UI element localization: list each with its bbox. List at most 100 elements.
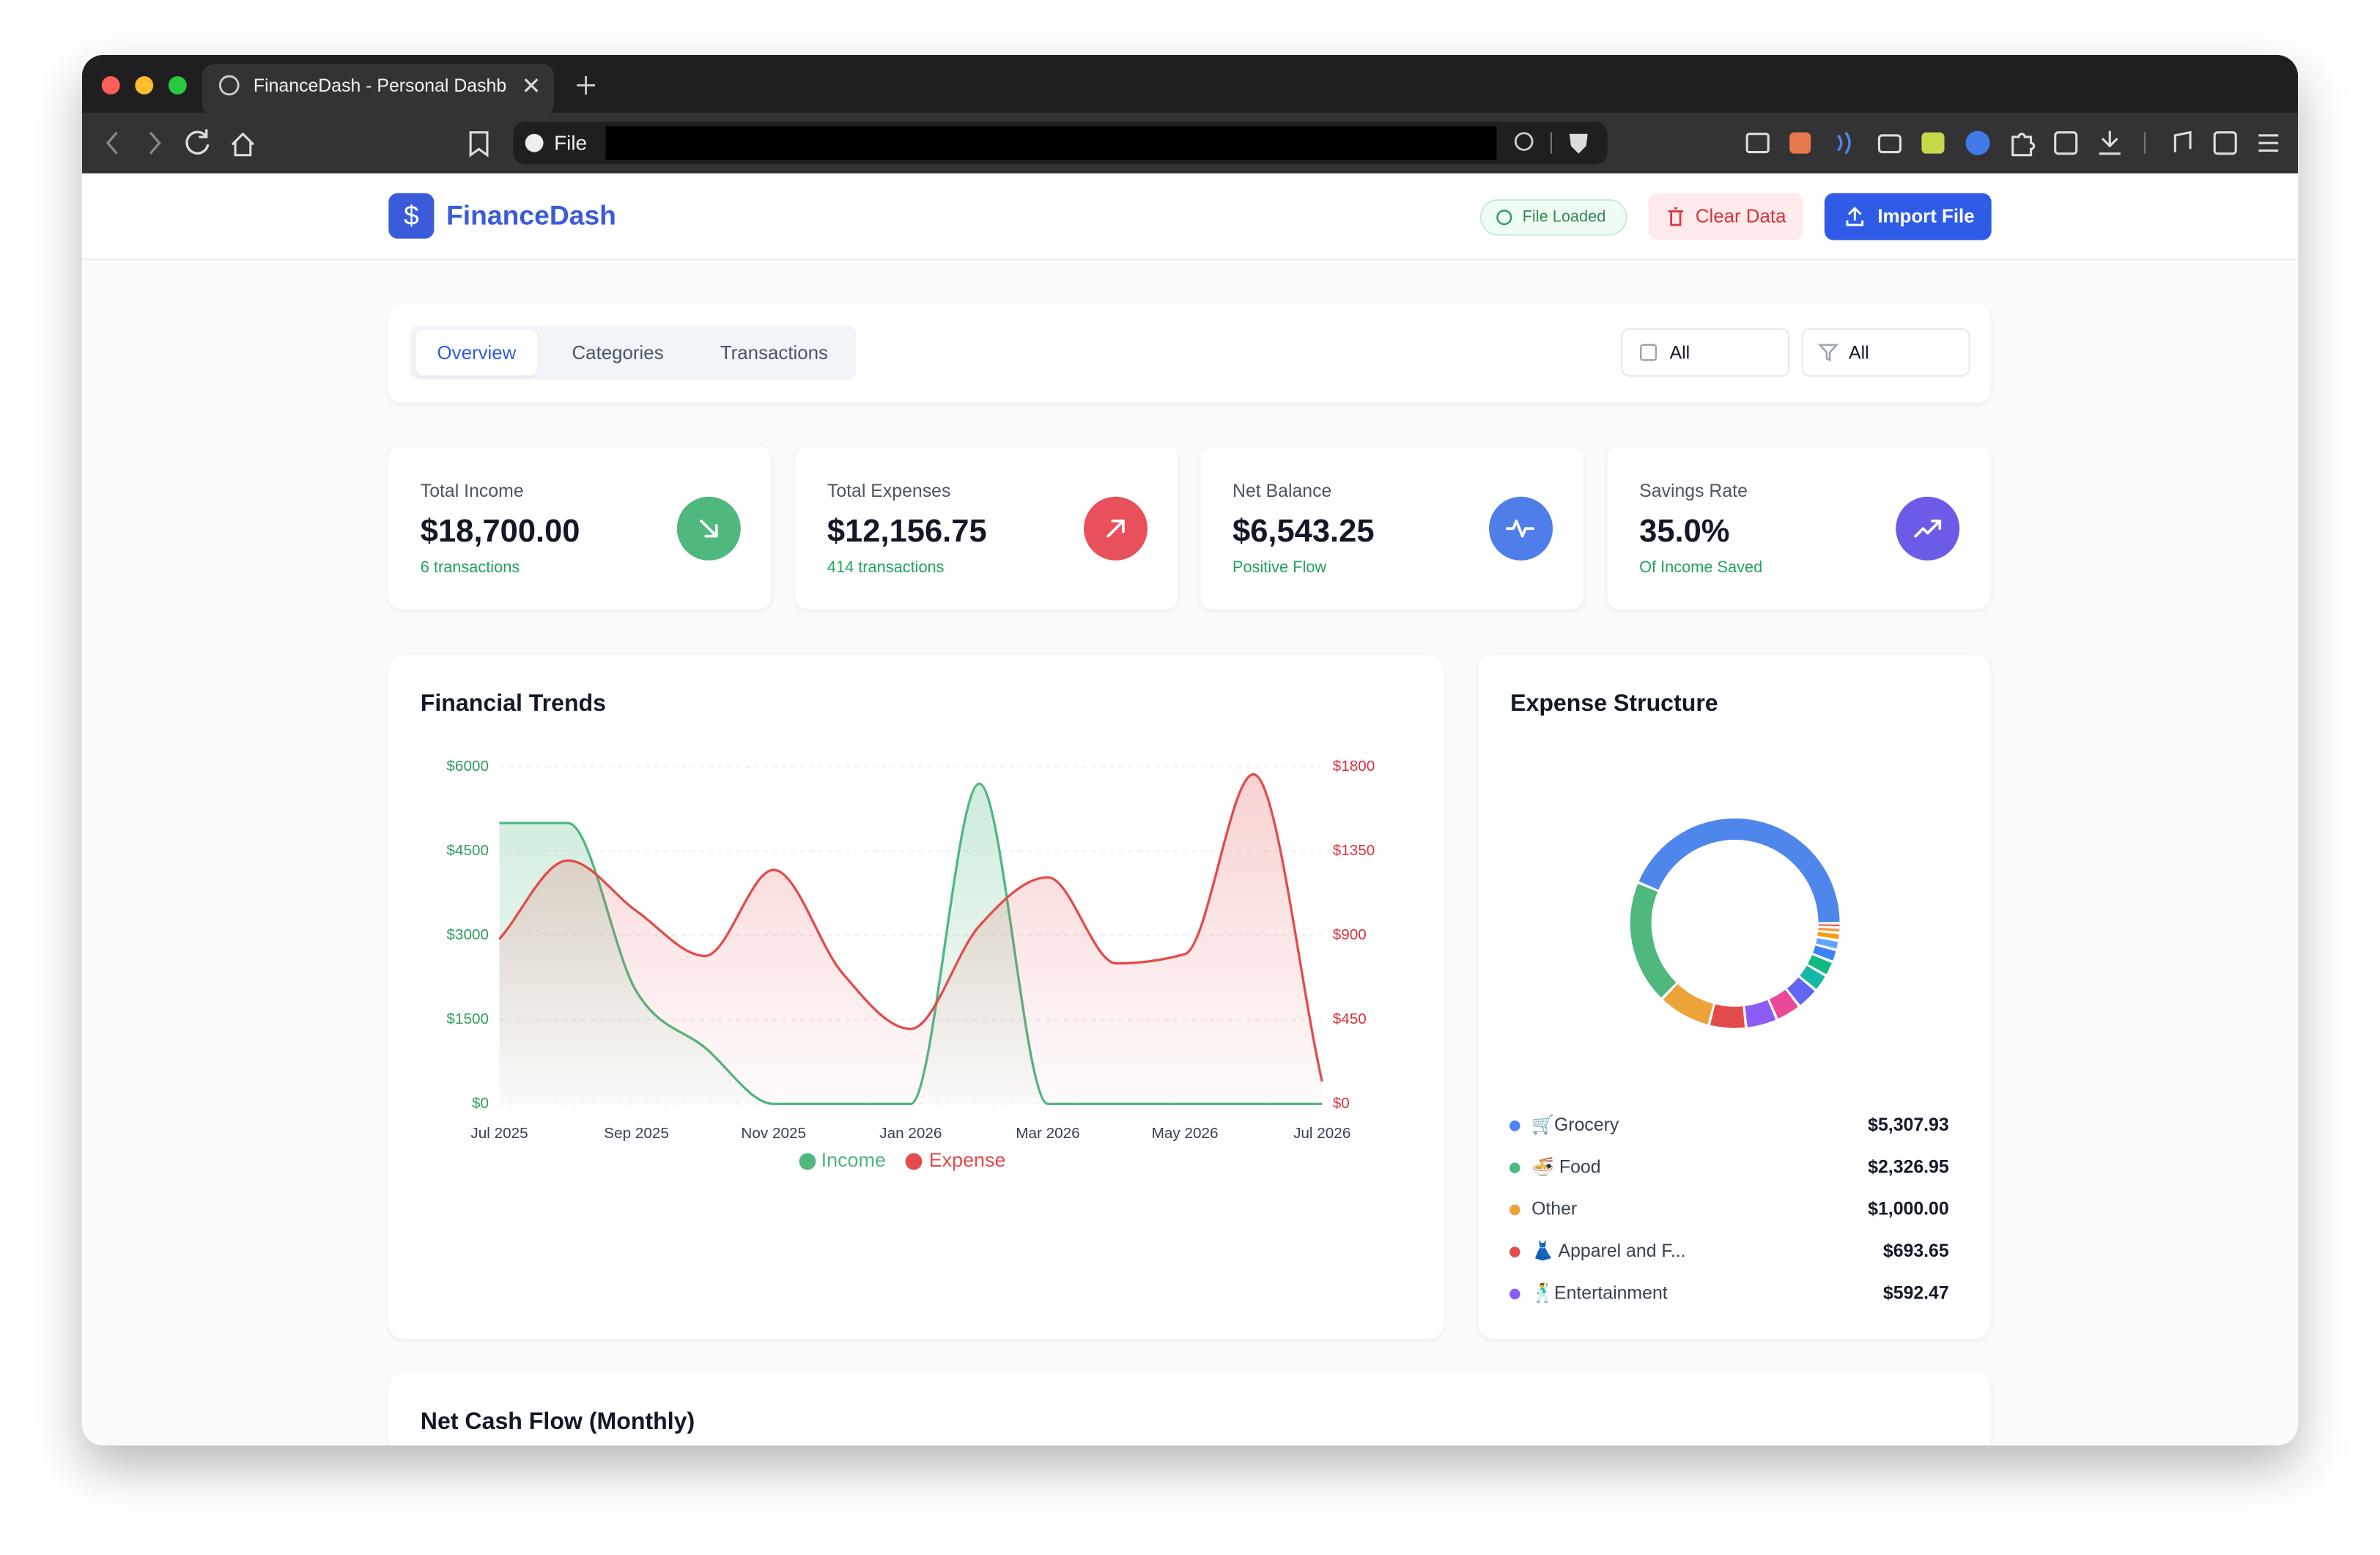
donut-slice[interactable]	[1638, 818, 1840, 923]
logo	[388, 193, 435, 239]
zoom-icon[interactable]	[1514, 132, 1534, 151]
extension-icon[interactable]	[1921, 132, 1945, 154]
shield-icon[interactable]	[1569, 133, 1588, 154]
x-tick-label: May 2026	[1152, 1125, 1219, 1142]
series-area	[499, 774, 1323, 1104]
legend-dot	[1509, 1246, 1520, 1257]
legend-value: $693.65	[1883, 1241, 1949, 1261]
filter-icon	[1817, 344, 1839, 362]
cash-flow-title: Net Cash Flow (Monthly)	[421, 1408, 695, 1434]
extension-icon[interactable]	[1837, 131, 1851, 155]
toolbar-icon[interactable]	[1745, 133, 1770, 154]
donut-slice[interactable]	[1769, 989, 1798, 1019]
stat-sub: Positive Flow	[1232, 558, 1326, 576]
x-tick-label: Jul 2025	[470, 1125, 528, 1142]
donut-slice[interactable]	[1710, 1004, 1745, 1028]
stat-value: $18,700.00	[421, 514, 580, 549]
stat-card	[795, 446, 1178, 610]
stat-value: 35.0%	[1639, 514, 1729, 549]
forward-button[interactable]	[149, 131, 161, 155]
menu-icon[interactable]	[2258, 134, 2279, 152]
legend-dot	[1509, 1162, 1520, 1174]
extension-icon[interactable]	[1965, 130, 1990, 155]
tab-active-bg	[415, 329, 538, 376]
clear-button[interactable]	[1648, 193, 1803, 240]
stat-sub: Of Income Saved	[1639, 558, 1762, 576]
trash-icon	[1668, 207, 1684, 226]
donut-slice[interactable]	[1800, 965, 1825, 989]
donut-slice[interactable]	[1808, 955, 1832, 975]
legend-label: Other	[1531, 1200, 1577, 1219]
site-info-icon[interactable]	[525, 133, 544, 152]
y-tick-label: $6000	[446, 758, 489, 775]
donut-slice[interactable]	[1817, 931, 1839, 939]
tab-close[interactable]	[524, 78, 539, 92]
trends-title: Financial Trends	[421, 690, 606, 716]
legend-label[interactable]: Income	[821, 1149, 886, 1171]
tab-favicon	[218, 75, 240, 96]
legend-label[interactable]: Expense	[929, 1149, 1006, 1171]
new-tab[interactable]	[577, 76, 596, 95]
minimize-light[interactable]	[135, 76, 154, 95]
x-tick-label: Jan 2026	[879, 1125, 942, 1142]
upload-icon	[1846, 207, 1864, 226]
back-button[interactable]	[106, 131, 118, 155]
brand: FinanceDash	[446, 199, 616, 230]
bookmark-button[interactable]	[469, 131, 489, 158]
status-pill	[1479, 199, 1627, 236]
stat-label: Net Balance	[1232, 481, 1331, 501]
media-icon[interactable]	[2173, 130, 2192, 152]
y2-tick-label: $1800	[1333, 758, 1375, 775]
filter-select[interactable]	[1621, 328, 1790, 377]
stat-cards: Total Income $18,700.00 6 transactions Tota…	[388, 446, 1990, 610]
y-tick-label: $3000	[446, 926, 489, 943]
zoom-light[interactable]	[168, 76, 187, 95]
tab[interactable]: Overview	[437, 343, 517, 363]
browser-tab[interactable]	[202, 64, 555, 116]
legend-value: $2,326.95	[1868, 1157, 1949, 1177]
import-button[interactable]	[1824, 193, 1992, 240]
extension-icon[interactable]	[1789, 132, 1811, 154]
import-button-label: Import File	[1877, 206, 1974, 226]
donut-slice[interactable]	[1816, 937, 1838, 949]
filters: All All	[1621, 328, 1970, 377]
legend-label: 🍜 Food	[1531, 1156, 1600, 1177]
stat-icon-bg	[1896, 496, 1960, 561]
y2-tick-label: $900	[1333, 926, 1367, 943]
donut-slice[interactable]	[1786, 977, 1815, 1005]
y-tick-label: $0	[472, 1095, 489, 1112]
tab[interactable]: Transactions	[720, 343, 828, 363]
legend-value: $592.47	[1883, 1283, 1949, 1303]
toolbar-icon[interactable]	[1877, 134, 1902, 154]
legend-dot	[1509, 1204, 1520, 1216]
stat-card	[1607, 446, 1990, 610]
stat-sub: 414 transactions	[827, 558, 945, 576]
donut-slice[interactable]	[1744, 1000, 1776, 1027]
logo-symbol: $	[404, 199, 419, 230]
trends-card	[388, 654, 1444, 1340]
stat-sub: 6 transactions	[421, 558, 520, 576]
download-icon[interactable]	[2099, 130, 2121, 155]
address-label: File	[554, 132, 587, 155]
reload-button[interactable]	[185, 129, 210, 155]
close-light[interactable]	[101, 76, 120, 95]
series-line	[498, 773, 1323, 1082]
stat-value: $12,156.75	[827, 514, 987, 549]
sidebar-icon[interactable]	[2213, 131, 2237, 155]
home-button[interactable]	[231, 132, 255, 157]
tabs: Overview Categories Transactions	[415, 329, 828, 376]
stat-icon	[700, 520, 718, 538]
legend-label: 👗 Apparel and F...	[1531, 1240, 1685, 1261]
donut-slice[interactable]	[1663, 983, 1714, 1024]
toolbar-icon[interactable]	[2054, 131, 2078, 155]
x-tick-label: Jul 2026	[1293, 1125, 1350, 1142]
filter-select[interactable]	[1801, 328, 1970, 377]
donut-slice[interactable]	[1630, 884, 1677, 998]
stat-label: Total Expenses	[827, 481, 950, 501]
window-content: FinanceDash - Personal Dashb File $ Fina…	[81, 55, 2299, 1446]
tab[interactable]: Categories	[572, 343, 664, 363]
stat-card	[1200, 446, 1583, 610]
extensions-icon[interactable]	[2011, 133, 2036, 157]
donut-slice[interactable]	[1813, 945, 1836, 961]
filter-label: All	[1670, 344, 1690, 363]
